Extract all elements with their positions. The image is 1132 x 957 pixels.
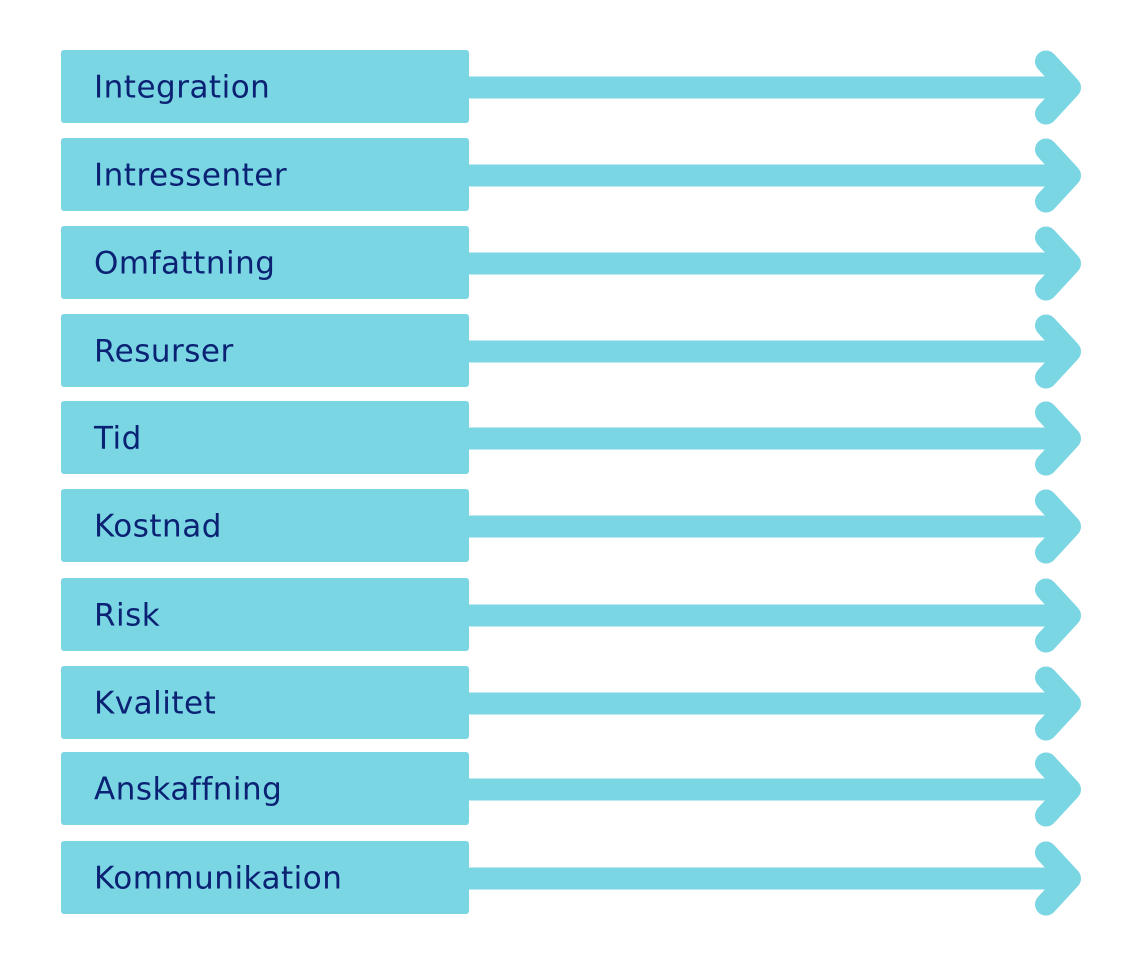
label-box [61, 489, 469, 562]
row-label: Omfattning [94, 246, 275, 282]
label-box [61, 841, 469, 914]
row-label: Kvalitet [94, 686, 216, 722]
row-anskaffning: Anskaffning [61, 752, 1081, 827]
arrow-head-icon [1035, 489, 1081, 564]
row-label: Anskaffning [94, 772, 282, 808]
row-label: Tid [93, 421, 142, 457]
row-kommunikation: Kommunikation [61, 841, 1081, 916]
label-box [61, 752, 469, 825]
row-intressenter: Intressenter [61, 138, 1081, 213]
row-risk: Risk [61, 578, 1081, 653]
arrow-head-icon [1035, 314, 1081, 389]
row-tid: Tid [61, 401, 1081, 476]
label-box [61, 50, 469, 123]
label-box [61, 578, 469, 651]
arrow-head-icon [1035, 138, 1081, 213]
arrow-head-icon [1035, 841, 1081, 916]
label-box [61, 226, 469, 299]
row-label: Resurser [94, 334, 234, 370]
row-omfattning: Omfattning [61, 226, 1081, 301]
row-kvalitet: Kvalitet [61, 666, 1081, 741]
rows-layer: Integration Intressenter Omfattning Resurse… [61, 50, 1081, 916]
arrow-head-icon [1035, 401, 1081, 476]
row-label: Integration [94, 70, 270, 106]
row-label: Intressenter [94, 158, 287, 194]
label-box [61, 138, 469, 211]
row-integration: Integration [61, 50, 1081, 125]
row-resurser: Resurser [61, 314, 1081, 389]
arrow-head-icon [1035, 578, 1081, 653]
row-label: Kostnad [94, 509, 222, 545]
label-box [61, 401, 469, 474]
row-label: Risk [94, 598, 160, 634]
arrow-head-icon [1035, 666, 1081, 741]
arrow-head-icon [1035, 50, 1081, 125]
arrow-head-icon [1035, 752, 1081, 827]
row-kostnad: Kostnad [61, 489, 1081, 564]
label-box [61, 314, 469, 387]
row-label: Kommunikation [94, 861, 342, 897]
label-box [61, 666, 469, 739]
arrow-head-icon [1035, 226, 1081, 301]
